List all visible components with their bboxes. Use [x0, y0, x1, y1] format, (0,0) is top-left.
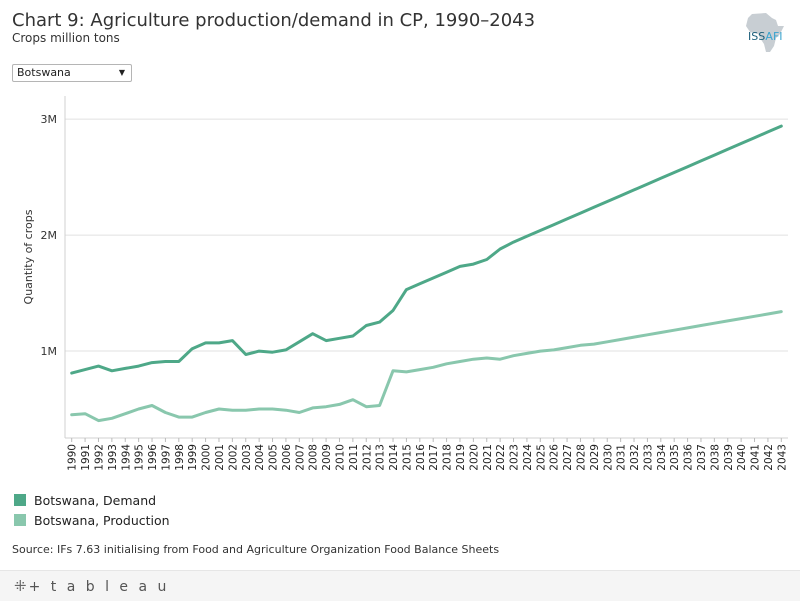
y-tick-label: 1M: [41, 345, 58, 358]
y-tick-label: 3M: [41, 113, 58, 126]
x-tick-label: 2016: [415, 444, 427, 471]
x-tick-label: 2009: [321, 444, 333, 471]
x-tick-label: 2018: [442, 444, 454, 471]
x-tick-label: 2022: [495, 444, 507, 471]
x-tick-label: 1996: [147, 444, 159, 471]
x-tick-label: 2039: [723, 444, 735, 471]
x-tick-label: 2015: [401, 444, 413, 471]
x-tick-label: 2017: [428, 444, 440, 471]
x-tick-label: 2027: [562, 444, 574, 471]
country-filter-dropdown[interactable]: Botswana ▼: [12, 64, 132, 82]
x-tick-label: 2036: [683, 444, 695, 471]
logo-text-main: ISS: [748, 30, 766, 43]
x-tick-label: 2042: [763, 444, 775, 471]
x-tick-label: 2030: [602, 444, 614, 471]
x-tick-label: 1999: [187, 444, 199, 471]
x-tick-label: 2008: [308, 444, 320, 471]
x-tick-label: 2040: [736, 444, 748, 471]
x-tick-label: 2004: [254, 444, 266, 471]
x-tick-label: 2003: [241, 444, 253, 471]
africa-map-icon: [746, 13, 784, 52]
source-note: Source: IFs 7.63 initialising from Food …: [12, 543, 500, 556]
chevron-down-icon[interactable]: ▼: [118, 68, 125, 77]
legend-item-demand[interactable]: Botswana, Demand: [14, 490, 170, 510]
x-tick-label: 2038: [709, 444, 721, 471]
x-tick-label: 2034: [656, 444, 668, 471]
x-tick-label: 2000: [201, 444, 213, 471]
tableau-logo[interactable]: ⁜ + t a b l e a u: [14, 577, 169, 595]
legend: Botswana, Demand Botswana, Production: [14, 490, 170, 530]
x-tick-label: 2026: [549, 444, 561, 471]
x-tick-label: 2014: [388, 444, 400, 471]
country-filter-value: Botswana: [17, 66, 71, 79]
x-tick-label: 2021: [482, 444, 494, 471]
legend-swatch-production: [14, 514, 26, 526]
x-tick-label: 2020: [468, 444, 480, 471]
x-tick-label: 2037: [696, 444, 708, 471]
x-tick-label: 2019: [455, 444, 467, 471]
x-tick-label: 1997: [160, 444, 172, 471]
x-tick-label: 1994: [120, 444, 132, 471]
x-tick-label: 2033: [642, 444, 654, 471]
tableau-wordmark: + t a b l e a u: [28, 579, 170, 595]
x-tick-label: 2007: [294, 444, 306, 471]
x-tick-label: 1992: [93, 444, 105, 471]
x-tick-label: 2025: [535, 444, 547, 471]
x-tick-label: 1995: [134, 444, 146, 471]
legend-label-demand: Botswana, Demand: [34, 492, 157, 508]
series-line-production: [70, 310, 783, 423]
x-tick-label: 2024: [522, 444, 534, 471]
tableau-icon: ⁜: [14, 577, 27, 595]
series-line-demand: [70, 124, 783, 375]
x-tick-label: 2043: [776, 444, 788, 471]
logo-text-suffix: AFI: [765, 30, 783, 43]
legend-label-production: Botswana, Production: [34, 512, 170, 528]
x-tick-label: 1993: [107, 444, 119, 471]
x-tick-label: 1998: [174, 444, 186, 471]
y-axis-title: Quantity of crops: [22, 209, 35, 304]
y-tick-label: 2M: [41, 229, 58, 242]
x-tick-label: 2006: [281, 444, 293, 471]
legend-swatch-demand: [14, 494, 26, 506]
x-tick-label: 1990: [67, 444, 79, 471]
x-tick-label: 2013: [375, 444, 387, 471]
x-tick-label: 2001: [214, 444, 226, 471]
chart-title: Chart 9: Agriculture production/demand i…: [12, 10, 536, 31]
x-tick-label: 1991: [80, 444, 92, 471]
chart-subtitle: Crops million tons: [12, 31, 120, 45]
x-tick-label: 2023: [509, 444, 521, 471]
x-tick-label: 2005: [268, 444, 280, 471]
x-tick-label: 2031: [616, 444, 628, 471]
x-tick-label: 2012: [361, 444, 373, 471]
x-tick-label: 2032: [629, 444, 641, 471]
footer-bar: ⁜ + t a b l e a u: [0, 570, 800, 601]
x-tick-label: 2002: [227, 444, 239, 471]
logo-text: ISSAFI: [748, 30, 783, 43]
x-tick-label: 2010: [334, 444, 346, 471]
iss-logo: ISSAFI: [738, 12, 790, 56]
x-tick-label: 2011: [348, 444, 360, 471]
x-tick-label: 2029: [589, 444, 601, 471]
legend-item-production[interactable]: Botswana, Production: [14, 510, 170, 530]
x-tick-label: 2035: [669, 444, 681, 471]
x-tick-label: 2041: [750, 444, 762, 471]
x-tick-label: 2028: [575, 444, 587, 471]
